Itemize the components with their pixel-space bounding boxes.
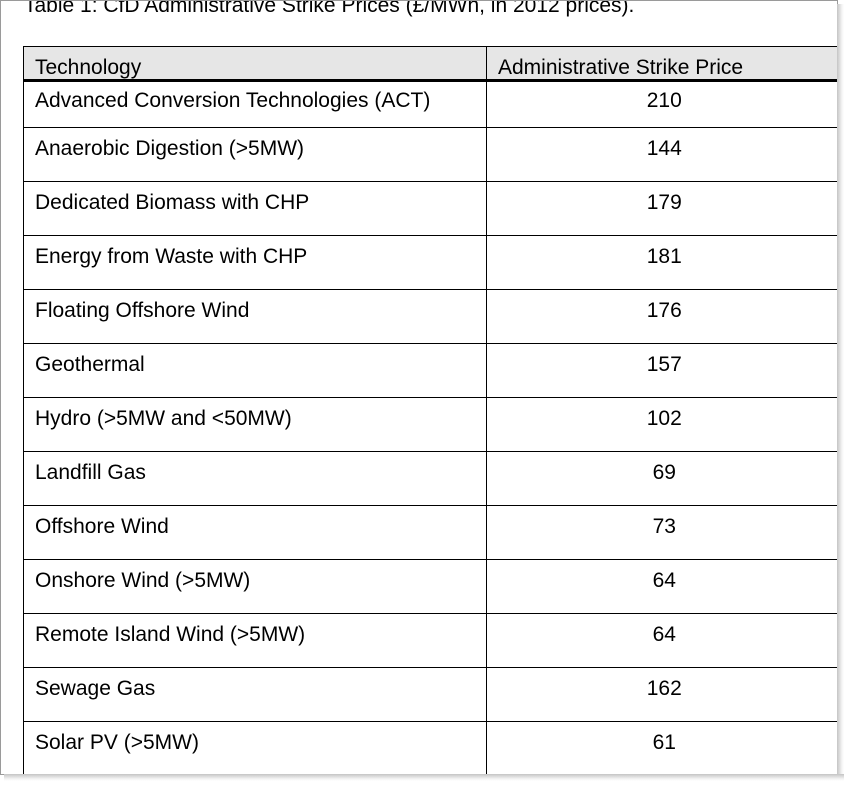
- technology-cell: Offshore Wind: [23, 505, 487, 560]
- table-row: Floating Offshore Wind 176: [23, 289, 837, 344]
- table-row: Landfill Gas 69: [23, 451, 837, 506]
- strike-price-cell: 157: [486, 343, 837, 398]
- table-row: Remote Island Wind (>5MW) 64: [23, 613, 837, 668]
- strike-price-cell: 179: [486, 181, 837, 236]
- strike-price-cell: 144: [486, 127, 837, 182]
- table-row: Solar PV (>5MW) 61: [23, 721, 838, 774]
- strike-price-cell: 64: [486, 559, 837, 614]
- technology-cell: Floating Offshore Wind: [23, 289, 487, 344]
- strike-price-cell: 64: [486, 613, 837, 668]
- technology-cell: Energy from Waste with CHP: [23, 235, 487, 290]
- technology-cell: Solar PV (>5MW): [23, 721, 487, 774]
- strike-price-cell: 69: [486, 451, 837, 506]
- strike-price-table: Technology Administrative Strike Price A…: [23, 46, 838, 774]
- technology-cell: Onshore Wind (>5MW): [23, 559, 487, 614]
- strike-price-cell: 61: [652, 731, 676, 754]
- technology-cell: Dedicated Biomass with CHP: [23, 181, 487, 236]
- table-row: Anaerobic Digestion (>5MW) 144: [23, 127, 837, 182]
- table-row: Offshore Wind 73: [23, 505, 837, 560]
- table-caption: Table 1: CfD Administrative Strike Price…: [24, 0, 635, 17]
- column-header-technology: Technology: [23, 46, 487, 82]
- technology-cell: Geothermal: [23, 343, 487, 398]
- technology-cell: Anaerobic Digestion (>5MW): [23, 127, 487, 182]
- strike-price-cell: 181: [486, 235, 837, 290]
- technology-cell: Landfill Gas: [23, 451, 487, 506]
- frame-shadow-right: [837, 4, 844, 781]
- table-row: Energy from Waste with CHP 181: [23, 235, 837, 290]
- technology-cell: Hydro (>5MW and <50MW): [23, 397, 487, 452]
- table-row: Geothermal 157: [23, 343, 837, 398]
- strike-price-cell: 102: [486, 397, 837, 452]
- table-row: Hydro (>5MW and <50MW) 102: [23, 397, 837, 452]
- technology-cell: Remote Island Wind (>5MW): [23, 613, 487, 668]
- table-header-row: Technology Administrative Strike Price: [23, 46, 837, 82]
- column-header-strike-price: Administrative Strike Price: [486, 46, 837, 82]
- strike-price-cell: 73: [486, 505, 837, 560]
- table-row: Advanced Conversion Technologies (ACT) 2…: [23, 80, 837, 128]
- table-row: Onshore Wind (>5MW) 64: [23, 559, 837, 614]
- table-row: Dedicated Biomass with CHP 179: [23, 181, 837, 236]
- strike-price-cell: 176: [486, 289, 837, 344]
- strike-price-cell: 162: [486, 667, 837, 722]
- technology-cell: Sewage Gas: [23, 667, 487, 722]
- frame-shadow-bottom: [4, 774, 844, 781]
- technology-cell: Advanced Conversion Technologies (ACT): [23, 80, 487, 128]
- table-row: Sewage Gas 162: [23, 667, 837, 722]
- document-frame: Table 1: CfD Administrative Strike Price…: [0, 0, 838, 775]
- strike-price-cell: 210: [486, 80, 837, 128]
